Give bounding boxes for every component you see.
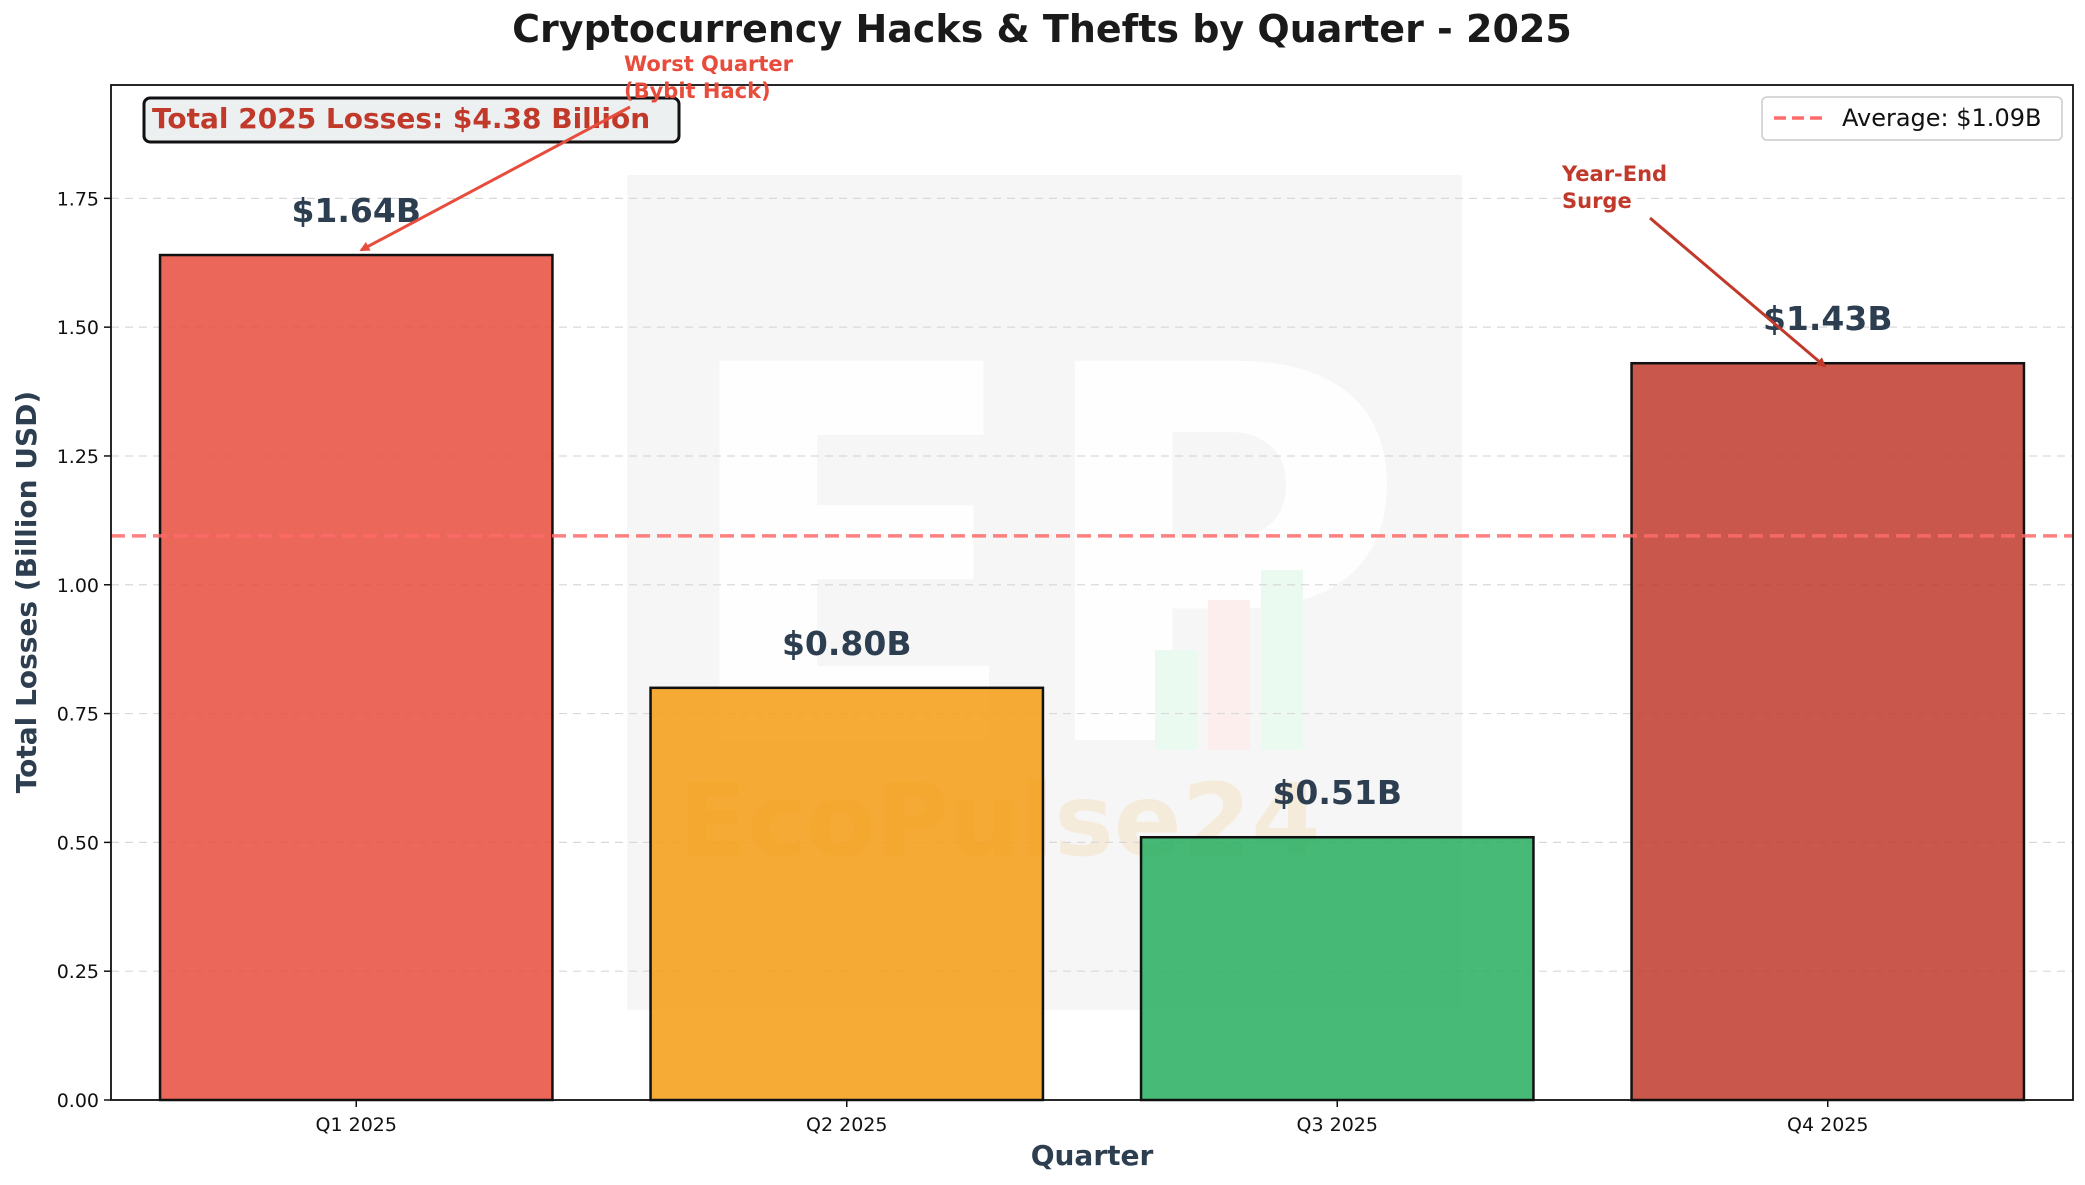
- legend-frame: [1761, 96, 2063, 141]
- x-tick-label: Q1 2025: [316, 1114, 397, 1136]
- annotation-year-end: Year-End Surge: [1561, 162, 1827, 368]
- bar: [1630, 361, 2026, 1102]
- x-tick-label: Q3 2025: [1297, 1114, 1378, 1136]
- y-tick-label: 0.75: [57, 704, 99, 726]
- watermark-mini-bar: [1208, 600, 1250, 750]
- total-losses-box: Total 2025 Losses: $4.38 Billion: [142, 96, 681, 144]
- total-losses-text: Total 2025 Losses: $4.38 Billion: [152, 102, 650, 135]
- watermark-mini-bar: [1155, 650, 1197, 750]
- annotation-worst-quarter-arrow: [359, 105, 631, 252]
- y-tick-label: 0.25: [57, 961, 99, 983]
- watermark-logo: EP EcoPulse24: [627, 175, 1462, 1010]
- bar-value-label: $1.43B: [1763, 299, 1893, 338]
- value-labels: $1.64B $0.80B $0.51B $1.43B: [291, 191, 1892, 812]
- x-tick-label: Q2 2025: [806, 1114, 887, 1136]
- bar-value-label: $1.64B: [291, 191, 421, 230]
- y-tick-label: 1.75: [57, 188, 99, 210]
- annotation-worst-quarter-line2: (Bybit Hack): [624, 79, 771, 103]
- annotation-worst-quarter-line1: Worst Quarter: [624, 52, 794, 76]
- annotation-worst-quarter: Worst Quarter (Bybit Hack): [359, 52, 794, 252]
- legend: Average: $1.09B: [1761, 96, 2063, 141]
- annotation-year-end-line2: Surge: [1562, 189, 1632, 213]
- bar: [1139, 835, 1535, 1102]
- y-tick-label: 1.25: [57, 446, 99, 468]
- ticks: 0.00 0.25 0.50 0.75 1.00 1.25 1.50 1.75 Q1 2025 Q…: [57, 188, 1869, 1136]
- y-tick-label: 0.00: [57, 1090, 99, 1112]
- chart-title: Cryptocurrency Hacks & Thefts by Quarter…: [512, 7, 1572, 51]
- annotation-year-end-arrow: [1649, 216, 1827, 368]
- bars: [158, 253, 2026, 1102]
- watermark-mini-bar: [1261, 570, 1303, 750]
- x-axis-label: Quarter: [1031, 1139, 1154, 1172]
- bar-value-label: $0.80B: [782, 624, 912, 663]
- x-tick-label: Q4 2025: [1787, 1114, 1868, 1136]
- y-axis-label: Total Losses (Billion USD): [10, 391, 43, 793]
- plot-frame: [110, 84, 2074, 1101]
- bar: [158, 253, 554, 1102]
- total-losses-box-frame: [142, 96, 681, 144]
- legend-average-label: Average: $1.09B: [1842, 104, 2041, 132]
- y-tick-label: 1.50: [57, 317, 99, 339]
- bar-value-label: $0.51B: [1272, 773, 1402, 812]
- y-tick-label: 0.50: [57, 832, 99, 854]
- y-tick-label: 1.00: [57, 575, 99, 597]
- bar: [649, 686, 1045, 1102]
- annotation-year-end-line1: Year-End: [1561, 162, 1667, 186]
